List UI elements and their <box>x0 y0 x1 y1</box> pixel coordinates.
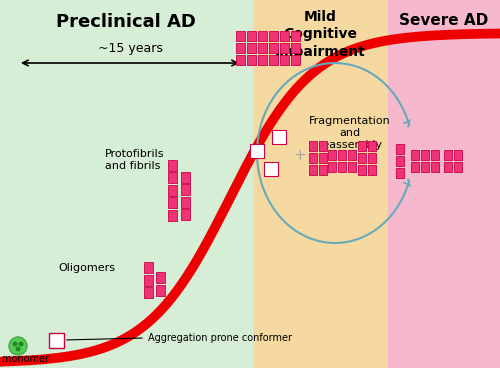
Bar <box>269 55 278 65</box>
Text: Severe AD: Severe AD <box>399 13 488 28</box>
Bar <box>291 43 300 53</box>
Circle shape <box>9 337 27 355</box>
Bar <box>309 165 317 175</box>
Bar <box>236 43 245 53</box>
Bar <box>319 141 327 151</box>
Circle shape <box>12 342 18 347</box>
Bar <box>454 162 462 172</box>
Bar <box>396 144 404 154</box>
Bar <box>444 150 452 160</box>
Bar <box>291 55 300 65</box>
Bar <box>272 130 286 144</box>
Bar <box>269 31 278 41</box>
Bar <box>258 55 267 65</box>
Bar <box>144 262 152 273</box>
Bar <box>144 275 152 286</box>
Bar <box>368 141 376 151</box>
Text: Aβ monomer: Aβ monomer <box>0 354 50 364</box>
Text: Preclinical AD: Preclinical AD <box>56 13 196 31</box>
Text: Mild
Cognitive
Impairment: Mild Cognitive Impairment <box>274 10 366 59</box>
Bar <box>180 184 190 195</box>
Bar <box>411 162 419 172</box>
Bar <box>421 162 429 172</box>
Bar <box>168 209 176 220</box>
Bar <box>421 150 429 160</box>
Bar <box>247 43 256 53</box>
Bar <box>264 162 278 176</box>
Text: Fragmentation
and
reassembly: Fragmentation and reassembly <box>309 116 391 151</box>
Bar <box>368 165 376 175</box>
Bar <box>291 31 300 41</box>
Text: Oligomers: Oligomers <box>58 263 115 273</box>
Bar <box>258 31 267 41</box>
Bar <box>180 172 190 183</box>
Bar <box>156 272 164 283</box>
Bar <box>180 197 190 208</box>
Bar <box>309 141 317 151</box>
Bar <box>388 0 500 368</box>
Bar <box>368 153 376 163</box>
Bar <box>49 333 64 348</box>
Bar <box>168 172 176 183</box>
Text: +: + <box>294 149 306 163</box>
Bar <box>0 0 252 368</box>
Bar <box>358 165 366 175</box>
Bar <box>168 159 176 170</box>
Bar <box>168 197 176 208</box>
Bar <box>328 162 336 172</box>
Bar <box>348 150 356 160</box>
Bar <box>338 150 346 160</box>
Bar <box>247 31 256 41</box>
Bar <box>258 43 267 53</box>
Bar <box>454 150 462 160</box>
Bar <box>411 150 419 160</box>
Bar <box>250 144 264 158</box>
Bar <box>252 0 388 368</box>
Bar <box>269 43 278 53</box>
Bar <box>236 55 245 65</box>
Bar <box>358 141 366 151</box>
Bar <box>396 168 404 178</box>
Bar <box>180 209 190 220</box>
Bar <box>338 162 346 172</box>
Bar <box>156 285 164 296</box>
Bar <box>396 156 404 166</box>
Text: Protofibrils
and fibrils: Protofibrils and fibrils <box>105 149 164 171</box>
Bar <box>319 165 327 175</box>
Text: Aggregation prone conformer: Aggregation prone conformer <box>148 333 292 343</box>
Circle shape <box>16 347 20 351</box>
Circle shape <box>18 342 24 347</box>
Bar <box>247 55 256 65</box>
Bar <box>280 31 289 41</box>
Text: ~15 years: ~15 years <box>98 42 162 55</box>
Bar <box>358 153 366 163</box>
Bar <box>309 153 317 163</box>
Bar <box>236 31 245 41</box>
Bar <box>328 150 336 160</box>
Bar <box>431 150 439 160</box>
Bar <box>144 287 152 298</box>
Bar <box>280 55 289 65</box>
Bar <box>319 153 327 163</box>
Bar <box>348 162 356 172</box>
Bar <box>444 162 452 172</box>
Bar <box>168 184 176 195</box>
Bar <box>431 162 439 172</box>
Bar <box>280 43 289 53</box>
